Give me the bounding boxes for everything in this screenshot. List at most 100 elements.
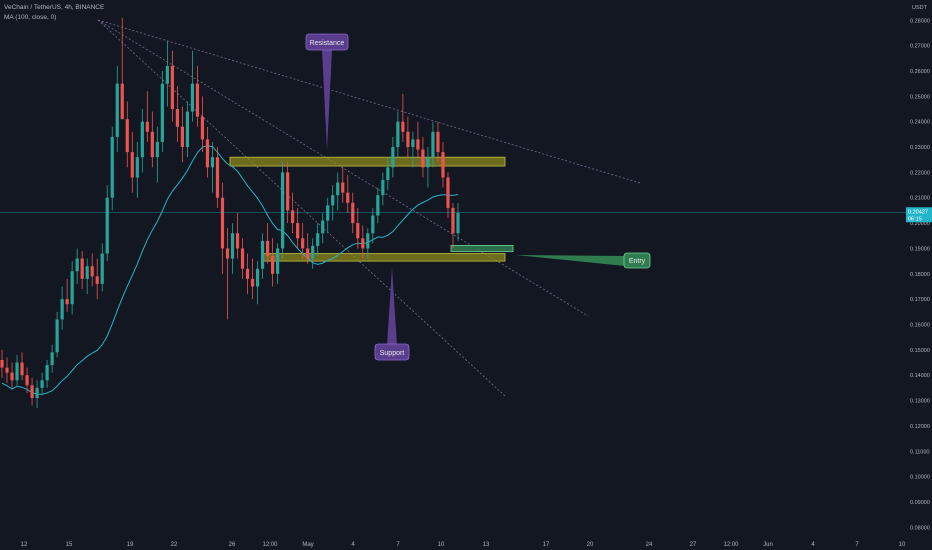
candle-body <box>210 157 215 168</box>
chart-title: VeChain / TetherUS, 4h, BINANCE <box>4 4 105 11</box>
candle-body <box>40 380 44 388</box>
price-tick: 0.22000 <box>910 170 930 176</box>
price-tick: 0.14000 <box>910 373 930 379</box>
candle-body <box>20 362 24 376</box>
candle-body <box>386 167 390 180</box>
candle-body <box>45 365 49 381</box>
candle-body <box>135 157 139 178</box>
candle-body <box>95 276 99 284</box>
price-tick: 0.13000 <box>910 399 930 405</box>
entry-pointer <box>516 255 625 266</box>
candle-body <box>85 266 89 279</box>
time-tick: 20 <box>587 542 594 548</box>
support-label: Support <box>380 350 405 357</box>
price-tick: 0.16000 <box>910 323 930 329</box>
time-tick: 27 <box>690 542 697 548</box>
time-tick: May <box>302 542 313 548</box>
resistance-callout[interactable]: Resistance <box>305 33 349 150</box>
candle-body <box>235 233 240 249</box>
candle-body <box>90 266 94 277</box>
price-tick: 0.19000 <box>910 246 930 252</box>
price-tick: 0.20000 <box>910 221 930 227</box>
time-tick: 12:00 <box>262 542 278 548</box>
candle-body <box>190 83 195 112</box>
time-tick: 4 <box>351 542 355 548</box>
price-axis[interactable]: USDT 0.28000 0.27000 0.26000 0.25000 0.24000… <box>906 5 932 531</box>
price-tick: 0.23000 <box>910 145 930 151</box>
candle-body <box>346 192 350 203</box>
trendline-lower <box>97 19 506 397</box>
candle-body <box>260 240 265 269</box>
candle-body <box>411 139 415 148</box>
candle-body <box>451 207 455 234</box>
support-zone[interactable] <box>262 253 506 262</box>
candle-body <box>270 256 275 274</box>
candle-body <box>326 205 330 221</box>
price-tick: 0.17000 <box>910 297 930 303</box>
candle-body <box>0 360 4 368</box>
entry-zone[interactable] <box>450 245 514 252</box>
time-tick: 12 <box>21 542 28 548</box>
candle-body <box>205 139 210 168</box>
support-pointer <box>387 268 397 345</box>
candle-body <box>80 258 84 279</box>
candle-body <box>60 299 64 320</box>
candle-body <box>391 147 395 168</box>
time-tick: 4 <box>811 542 815 548</box>
candle-body <box>240 248 245 269</box>
candle-body <box>401 121 405 132</box>
price-tick: 0.10000 <box>910 475 930 481</box>
time-tick: 12:00 <box>723 542 739 548</box>
resistance-box <box>305 33 349 51</box>
time-tick: 17 <box>543 542 550 548</box>
candle-body <box>125 119 129 153</box>
candle-body <box>35 387 39 399</box>
candle-body <box>371 215 375 234</box>
candle-body <box>421 149 425 168</box>
price-tick: 0.09000 <box>910 500 930 506</box>
candle-body <box>446 177 450 208</box>
candle-body <box>456 212 460 234</box>
support-callout[interactable]: Support <box>374 268 410 361</box>
candle-body <box>195 83 200 117</box>
candle-body <box>200 116 205 140</box>
candle-body <box>175 109 179 127</box>
candle-body <box>281 172 285 249</box>
candle-body <box>170 65 174 110</box>
candle-body <box>105 197 109 254</box>
current-countdown: 06:15 <box>908 216 922 222</box>
candle-body <box>155 141 159 158</box>
indicator-label[interactable]: MA (100, close, 0) <box>4 14 57 21</box>
time-tick: Jun <box>763 542 773 548</box>
candle-body <box>160 83 164 142</box>
entry-label: Entry <box>629 258 646 265</box>
candle-body <box>351 202 355 224</box>
candle-body <box>25 375 29 386</box>
time-axis[interactable]: 12 15 19 22 26 12:00 May 4 7 10 13 17 20 24 27 12:00 Jun… <box>21 542 906 548</box>
candle-body <box>255 268 260 287</box>
resistance-label: Resistance <box>310 40 345 47</box>
time-tick: 19 <box>127 542 134 548</box>
time-tick: 24 <box>646 542 653 548</box>
candle-body <box>130 152 134 178</box>
time-tick: 7 <box>396 542 400 548</box>
current-price-value: 0.20427 <box>908 209 928 215</box>
candle-body <box>376 195 380 216</box>
candle-body <box>331 195 335 206</box>
candle-body <box>301 238 305 249</box>
candle-body <box>291 210 295 224</box>
price-tick: 0.27000 <box>910 44 930 50</box>
resistance-zone[interactable] <box>229 156 506 167</box>
candle-body <box>381 180 385 196</box>
time-tick: 22 <box>171 542 178 548</box>
time-tick: 26 <box>229 542 236 548</box>
time-tick: 13 <box>483 542 490 548</box>
entry-callout[interactable]: Entry <box>516 252 651 269</box>
candle-body <box>225 248 230 259</box>
candle-body <box>220 197 225 249</box>
candle-body <box>311 245 315 259</box>
price-tick: 0.12000 <box>910 424 930 430</box>
price-tick: 0.25000 <box>910 94 930 100</box>
candle-body <box>70 271 74 305</box>
